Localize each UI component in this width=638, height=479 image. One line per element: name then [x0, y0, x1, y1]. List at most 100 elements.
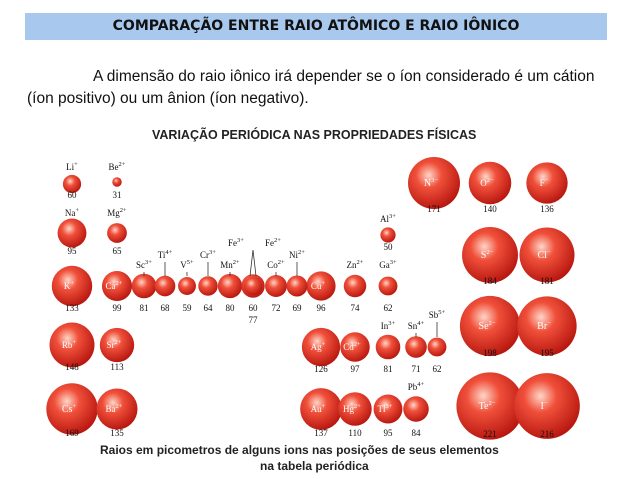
- ion-charge: 2+: [233, 259, 240, 266]
- ion-symbol: V: [180, 260, 187, 270]
- ion-sphere: [154, 275, 176, 297]
- ion-label: I−: [540, 400, 547, 412]
- ion-symbol: Ni: [289, 250, 298, 260]
- ion-sphere: [131, 273, 157, 299]
- ion-charge: −: [547, 320, 551, 327]
- ion-sphere: [468, 161, 512, 205]
- ion-label: Fe3+: [228, 237, 244, 248]
- ion-sphere: [243, 276, 263, 296]
- ion-label: Se2−: [479, 320, 496, 332]
- ion-charge: 4+: [417, 320, 424, 327]
- ion-symbol: Zn: [347, 260, 357, 270]
- ion-radius: 169: [65, 428, 79, 438]
- ion-label: Fe2+: [265, 237, 281, 248]
- ion-symbol: Co: [267, 260, 278, 270]
- ion-label: Te2−: [479, 400, 496, 412]
- ion-symbol: N: [424, 178, 431, 189]
- ion-sphere: [99, 327, 135, 363]
- ion-charge: 2−: [486, 249, 493, 256]
- ion-charge: 2+: [116, 280, 123, 287]
- ion-charge: 2+: [278, 259, 285, 266]
- ion-sphere: [338, 392, 372, 426]
- ion-charge: +: [321, 280, 325, 287]
- ion-sphere: [403, 396, 429, 422]
- ion-sphere: [343, 274, 367, 298]
- connector: [249, 249, 254, 277]
- ion-radius: 59: [183, 303, 193, 313]
- caption: na tabela periódica: [260, 459, 369, 473]
- ion-symbol: Ca: [106, 281, 116, 291]
- ion-symbol: Fe: [228, 238, 237, 248]
- ion-sphere: [427, 337, 447, 357]
- ion-charge: 4+: [417, 381, 424, 388]
- ion-symbol: Mg: [107, 208, 120, 218]
- ion-label: N3−: [424, 177, 438, 189]
- ion-label: Br−: [537, 320, 551, 332]
- ion-charge: 2+: [298, 249, 305, 256]
- ion-charge: 2+: [354, 341, 361, 348]
- ion-label: Zn2+: [347, 259, 364, 270]
- ion-symbol: Na: [65, 208, 76, 218]
- ion-label: Cu+: [311, 280, 326, 291]
- ion-sphere: [217, 273, 243, 299]
- ion-charge: −: [547, 249, 551, 256]
- ion-sphere: [514, 373, 580, 439]
- ion-label: Sc3+: [136, 259, 152, 270]
- ion-radius: 184: [483, 276, 497, 286]
- ion-label: F−: [540, 177, 549, 188]
- ion-charge: 2+: [120, 207, 127, 214]
- ion-radius: 71: [412, 364, 421, 374]
- ion-radius: 216: [540, 429, 554, 439]
- paragraph: A dimensão do raio iônico irá depender s…: [27, 68, 595, 107]
- ion-sphere: [62, 174, 82, 194]
- ion-sphere: [265, 275, 287, 297]
- ion-radius: 198: [483, 348, 497, 358]
- ion-symbol: S: [481, 250, 487, 261]
- ion-radius: 133: [65, 303, 79, 313]
- ion-sphere: [306, 271, 336, 301]
- ion-symbol: Ti: [158, 250, 166, 260]
- ion-charge: 5+: [438, 309, 445, 316]
- ion-label: Li+: [66, 161, 78, 172]
- ion-radius: 74: [351, 303, 361, 313]
- ion-label: Cl−: [537, 249, 550, 261]
- ion-sphere: [107, 223, 127, 243]
- ion-charge: 2+: [116, 403, 123, 410]
- ion-label: Ag+: [311, 341, 326, 352]
- ion-symbol: Se: [479, 321, 490, 332]
- ion-label: Ga3+: [379, 259, 397, 270]
- ion-charge: 2+: [119, 161, 126, 168]
- ion-charge: +: [72, 339, 76, 346]
- ion-symbol: In: [381, 321, 389, 331]
- ion-radius: 81: [384, 364, 393, 374]
- ion-radius: 62: [433, 364, 442, 374]
- ion-label: Hg2+: [343, 403, 361, 414]
- ion-radius: 99: [113, 303, 123, 313]
- ion-symbol: Li: [66, 162, 74, 172]
- ion-charge: 3+: [145, 259, 152, 266]
- ion-sphere: [456, 372, 524, 440]
- ion-radius: 135: [110, 428, 124, 438]
- ion-label: V5+: [180, 259, 194, 270]
- ion-charge: +: [72, 403, 76, 410]
- ion-symbol: Al: [380, 214, 389, 224]
- ion-charge: −: [545, 177, 549, 184]
- ion-sphere: [57, 218, 87, 248]
- ion-symbol: Te: [479, 401, 489, 412]
- ion-sphere: [46, 383, 98, 435]
- ion-label: Be2+: [109, 161, 126, 172]
- ion-label: Ba2+: [106, 403, 123, 414]
- ion-label: Sr2+: [107, 339, 122, 350]
- ion-sphere: [408, 157, 460, 209]
- ion-symbol: Sn: [408, 321, 418, 331]
- ion-radius: 95: [68, 246, 78, 256]
- ion-charge: +: [322, 403, 326, 410]
- ion-symbol: Cd: [343, 342, 354, 352]
- ion-sphere: [178, 277, 196, 295]
- ion-label: Au+: [311, 403, 326, 414]
- ion-charge: 2−: [489, 320, 496, 327]
- ion-sphere: [517, 296, 577, 356]
- ion-sphere: [462, 227, 518, 283]
